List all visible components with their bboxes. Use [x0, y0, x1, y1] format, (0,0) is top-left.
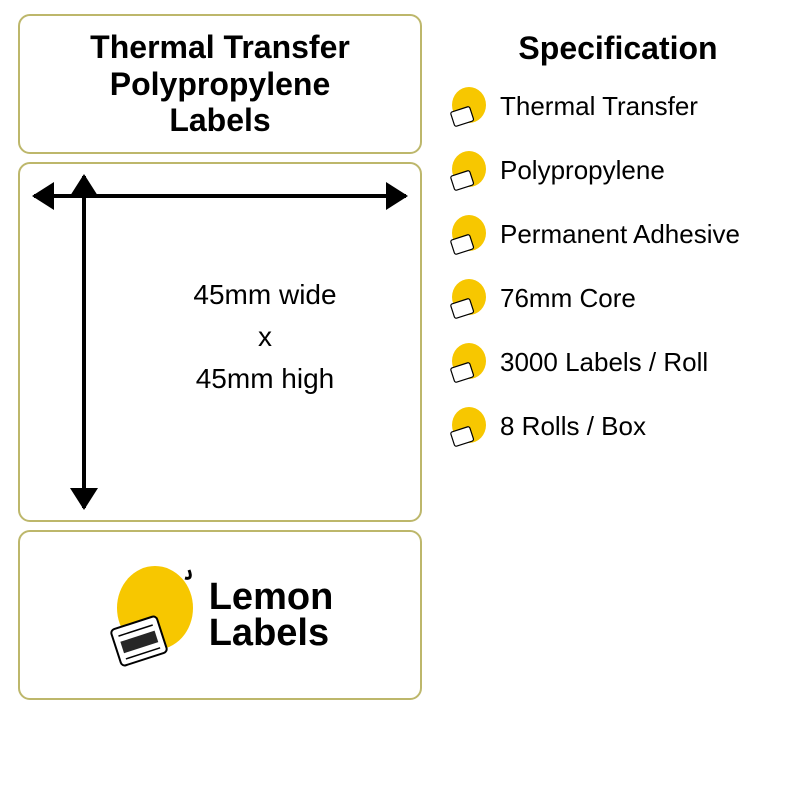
- title-line-1: Thermal Transfer: [90, 29, 350, 65]
- lemon-bullet-icon: [446, 277, 490, 321]
- specification-panel: Specification Thermal Transfer Polypropy…: [440, 0, 800, 800]
- spec-item-label: 3000 Labels / Roll: [500, 347, 708, 378]
- lemon-logo-icon: [107, 560, 197, 670]
- lemon-bullet-icon: [446, 341, 490, 385]
- spec-item: 76mm Core: [446, 277, 790, 321]
- dim-width: 45mm wide: [193, 279, 336, 310]
- vertical-arrow-icon: [82, 176, 86, 508]
- spec-item: Permanent Adhesive: [446, 213, 790, 257]
- lemon-bullet-icon: [446, 405, 490, 449]
- spec-item: 3000 Labels / Roll: [446, 341, 790, 385]
- spec-item: Thermal Transfer: [446, 85, 790, 129]
- title-line-2: Polypropylene: [110, 66, 331, 102]
- brand-card: Lemon Labels: [18, 530, 422, 700]
- brand-line-2: Labels: [209, 612, 329, 654]
- lemon-bullet-icon: [446, 149, 490, 193]
- spec-list: Thermal Transfer Polypropylene Permanent…: [446, 85, 790, 449]
- dim-height: 45mm high: [196, 363, 335, 394]
- product-illustration: Thermal Transfer Polypropylene Labels 45…: [0, 0, 440, 800]
- spec-item-label: 8 Rolls / Box: [500, 411, 646, 442]
- spec-item-label: Permanent Adhesive: [500, 219, 740, 250]
- spec-item-label: Thermal Transfer: [500, 91, 698, 122]
- dimension-text: 45mm wide x 45mm high: [130, 274, 400, 400]
- spec-item-label: Polypropylene: [500, 155, 665, 186]
- product-title: Thermal Transfer Polypropylene Labels: [90, 29, 350, 139]
- spec-item-label: 76mm Core: [500, 283, 636, 314]
- lemon-bullet-icon: [446, 213, 490, 257]
- lemon-bullet-icon: [446, 85, 490, 129]
- spec-heading: Specification: [446, 30, 790, 67]
- dim-x: x: [258, 321, 272, 352]
- brand-text: Lemon Labels: [209, 579, 334, 651]
- dimension-card: 45mm wide x 45mm high: [18, 162, 422, 522]
- title-line-3: Labels: [169, 102, 270, 138]
- spec-item: Polypropylene: [446, 149, 790, 193]
- product-title-card: Thermal Transfer Polypropylene Labels: [18, 14, 422, 154]
- spec-item: 8 Rolls / Box: [446, 405, 790, 449]
